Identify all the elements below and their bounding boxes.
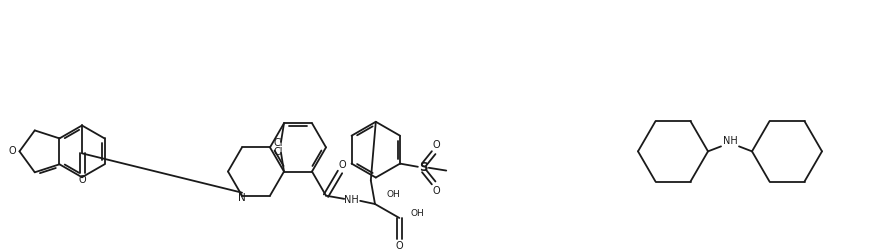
Text: Cl: Cl	[273, 147, 283, 157]
Text: O: O	[396, 241, 403, 251]
Text: O: O	[433, 140, 440, 150]
Text: S: S	[419, 161, 428, 174]
Text: OH: OH	[411, 209, 425, 218]
Text: Cl: Cl	[273, 138, 283, 148]
Text: N: N	[238, 193, 246, 203]
Text: O: O	[338, 160, 346, 170]
Text: O: O	[78, 175, 85, 185]
Text: OH: OH	[386, 190, 400, 199]
Text: NH: NH	[344, 195, 358, 205]
Text: O: O	[433, 186, 440, 196]
Text: NH: NH	[723, 136, 738, 146]
Text: O: O	[9, 146, 17, 156]
